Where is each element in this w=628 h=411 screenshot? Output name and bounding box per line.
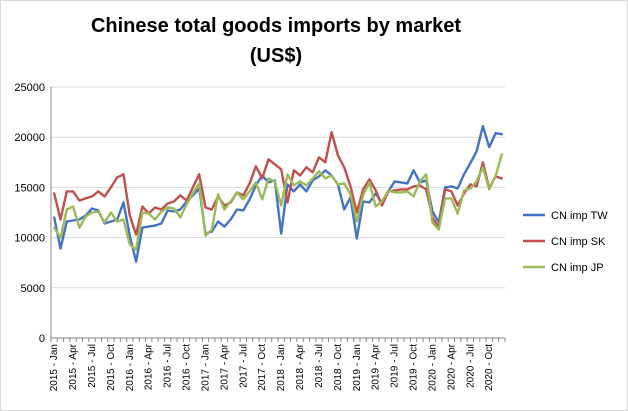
- x-tick-label: 2015 - Apr: [68, 343, 79, 390]
- x-tick-label: 2020 - Oct: [484, 344, 495, 391]
- x-tick-label: 2018 - Apr: [295, 343, 306, 390]
- x-tick-label: 2015 - Jan: [49, 344, 60, 391]
- x-tick-label: 2016 - Oct: [182, 344, 193, 391]
- series-line: [53, 153, 503, 251]
- y-axis-ticks: 0 5000 10000 15000 20000 25000: [14, 82, 45, 345]
- x-tick-label: 2019 - Jan: [352, 344, 363, 391]
- y-tick-label: 5000: [21, 283, 45, 295]
- y-tick-label: 0: [39, 333, 45, 345]
- x-tick-label: 2016 - Jan: [125, 344, 136, 391]
- x-tick-label: 2015 - Oct: [106, 344, 117, 391]
- x-axis-ticks: 2015 - Jan 2015 - Apr 2015 - Jul 2015 - Oct…: [49, 343, 495, 391]
- chart-title: Chinese total goods imports by market (U…: [90, 15, 462, 67]
- y-tick-label: 10000: [14, 233, 45, 245]
- x-tick-label: 2018 - Jan: [276, 344, 287, 391]
- series-lines: [53, 124, 503, 263]
- legend-label: CN imp SK: [551, 236, 606, 248]
- x-tick-label: 2017 - Apr: [219, 343, 230, 390]
- x-tick-label: 2019 - Apr: [371, 343, 382, 390]
- x-tick-label: 2016 - Apr: [144, 343, 155, 390]
- series-line: [53, 130, 503, 236]
- legend-label: CN imp JP: [551, 262, 604, 274]
- x-tick-label: 2016 - Jul: [163, 344, 174, 388]
- y-tick-label: 15000: [14, 182, 45, 194]
- gridlines: [51, 86, 505, 289]
- axes: [50, 87, 506, 342]
- x-tick-label: 2018 - Oct: [333, 344, 344, 391]
- x-tick-label: 2017 - Jan: [200, 344, 211, 391]
- x-tick-label: 2020 - Jan: [427, 344, 438, 391]
- y-tick-label: 25000: [14, 82, 45, 94]
- x-tick-label: 2017 - Oct: [257, 344, 268, 391]
- legend: CN imp TW CN imp SK CN imp JP: [523, 210, 608, 274]
- y-tick-label: 20000: [14, 132, 45, 144]
- x-tick-label: 2018 - Jul: [314, 344, 325, 388]
- x-tick-label: 2015 - Jul: [87, 344, 98, 388]
- x-tick-label: 2020 - Jul: [465, 344, 476, 388]
- x-tick-label: 2019 - Oct: [409, 344, 420, 391]
- x-tick-label: 2017 - Jul: [238, 344, 249, 388]
- x-tick-label: 2020 - Apr: [446, 343, 457, 390]
- legend-label: CN imp TW: [551, 210, 608, 222]
- x-tick-label: 2019 - Jul: [390, 344, 401, 388]
